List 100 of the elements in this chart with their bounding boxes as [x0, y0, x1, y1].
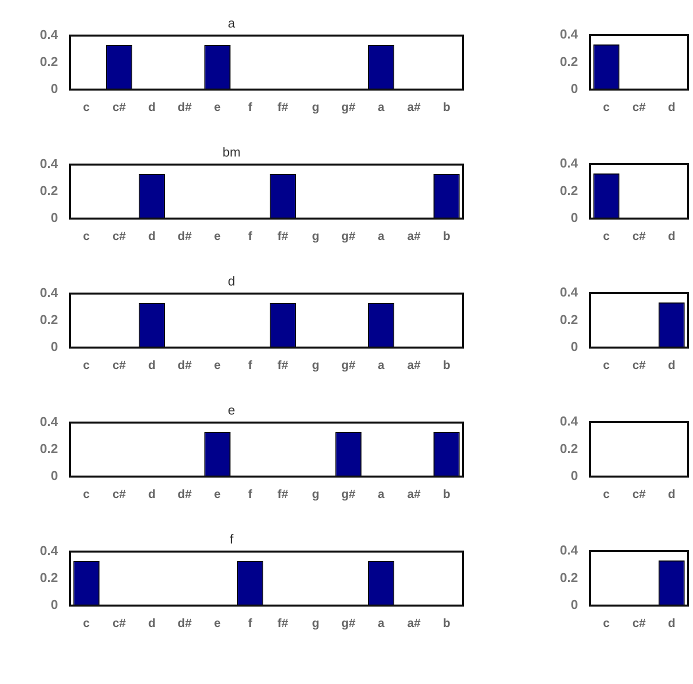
y-tick-label: 0 — [50, 597, 58, 612]
x-tick-label: b — [442, 229, 450, 244]
x-tick-label: d — [148, 100, 156, 114]
y-tick-label: 0.2 — [40, 54, 58, 70]
y-tick-label: 0.4 — [560, 156, 579, 171]
x-tick-label: c# — [632, 229, 646, 244]
x-tick-label: f# — [278, 229, 289, 244]
x-tick-label: b — [442, 358, 450, 372]
x-tick-label: a# — [407, 487, 421, 502]
y-tick-label: 0.2 — [40, 570, 58, 586]
x-tick-label: g# — [341, 616, 356, 630]
chart-title: a — [228, 15, 236, 30]
y-tick-label: 0.4 — [560, 284, 579, 300]
y-tick-label: 0 — [50, 468, 58, 484]
chart-title: e — [228, 402, 236, 418]
x-tick-label: c# — [112, 229, 126, 244]
x-tick-label: g — [312, 358, 320, 372]
x-tick-label: c# — [632, 616, 646, 630]
y-tick-label: 0.2 — [560, 570, 578, 585]
y-tick-label: 0.2 — [560, 312, 578, 327]
x-tick-label: c — [83, 100, 90, 114]
y-tick-label: 0.4 — [560, 26, 579, 42]
y-tick-label: 0.2 — [560, 182, 578, 198]
x-tick-label: c# — [112, 487, 126, 502]
x-tick-label: d# — [178, 229, 192, 244]
x-tick-label: a# — [407, 358, 421, 372]
x-tick-label: f — [248, 487, 254, 502]
y-tick-label: 0 — [570, 210, 578, 226]
x-tick-label: d — [148, 487, 156, 502]
x-tick-label: f# — [278, 616, 289, 630]
y-tick-label: 0 — [570, 468, 578, 484]
y-tick-label: 0 — [570, 597, 578, 612]
chart-title: d — [228, 273, 236, 288]
x-tick-label: g# — [341, 229, 356, 244]
x-tick-label: a — [378, 100, 385, 114]
y-tick-label: 0 — [50, 81, 58, 96]
x-tick-label: b — [442, 100, 450, 114]
x-tick-label: d# — [178, 358, 192, 372]
chart-title: f — [230, 531, 234, 546]
x-tick-label: c — [602, 487, 610, 502]
x-tick-label: b — [442, 487, 450, 502]
y-tick-label: 0.4 — [560, 542, 579, 558]
y-tick-label: 0.2 — [560, 440, 578, 456]
y-tick-label: 0.4 — [40, 27, 59, 42]
y-tick-label: 0.4 — [40, 414, 59, 430]
y-tick-label: 0 — [570, 339, 578, 354]
chart-title: bm — [222, 144, 241, 160]
x-tick-label: a — [378, 487, 385, 502]
x-tick-label: f — [248, 100, 254, 114]
x-tick-label: g — [312, 229, 320, 244]
x-tick-label: f — [248, 616, 254, 630]
y-tick-label: 0.4 — [40, 285, 59, 300]
x-tick-label: a# — [407, 229, 421, 244]
x-tick-label: d# — [178, 616, 192, 630]
x-tick-label: d — [668, 616, 676, 630]
x-tick-label: f — [248, 229, 254, 244]
x-tick-label: d — [668, 358, 676, 372]
y-tick-label: 0.2 — [40, 183, 58, 198]
x-tick-label: a# — [407, 616, 421, 630]
x-tick-label: e — [214, 616, 222, 630]
x-tick-label: a# — [407, 100, 421, 114]
y-tick-label: 0.2 — [40, 441, 58, 456]
x-tick-label: d# — [178, 100, 192, 114]
x-tick-label: d — [148, 229, 156, 244]
y-tick-label: 0.4 — [40, 156, 59, 172]
x-tick-label: d — [668, 487, 676, 502]
x-tick-label: e — [214, 358, 222, 372]
x-tick-label: f# — [278, 487, 289, 502]
x-tick-label: e — [214, 487, 222, 502]
x-tick-label: c — [83, 229, 90, 244]
y-tick-label: 0 — [50, 339, 58, 354]
x-tick-label: g — [312, 100, 320, 114]
y-tick-label: 0 — [570, 81, 578, 96]
y-tick-label: 0.4 — [40, 543, 59, 558]
x-tick-label: c# — [112, 100, 126, 114]
y-tick-label: 0 — [50, 210, 58, 226]
x-tick-label: c# — [632, 358, 646, 372]
x-tick-label: c# — [632, 487, 646, 502]
x-tick-label: e — [214, 100, 222, 114]
y-tick-label: 0.2 — [40, 312, 58, 328]
x-tick-label: f# — [278, 358, 289, 372]
x-tick-label: g# — [341, 487, 356, 502]
x-tick-label: a — [378, 229, 385, 244]
x-tick-label: d — [668, 229, 676, 244]
x-tick-label: e — [214, 229, 222, 244]
x-tick-label: b — [442, 616, 450, 630]
x-tick-label: d — [148, 616, 156, 630]
x-tick-label: d — [148, 358, 156, 372]
x-tick-label: g# — [341, 100, 356, 114]
x-tick-label: c — [602, 616, 610, 630]
x-tick-label: c — [83, 358, 90, 372]
x-tick-label: d — [668, 100, 676, 114]
x-tick-label: c — [602, 358, 610, 372]
x-tick-label: g — [312, 487, 320, 502]
x-tick-label: d# — [178, 487, 192, 502]
y-tick-label: 0.2 — [560, 54, 578, 69]
x-tick-label: f# — [278, 100, 289, 114]
x-tick-label: c — [602, 229, 610, 244]
y-tick-label: 0.4 — [560, 414, 579, 429]
x-tick-label: a — [378, 616, 385, 630]
